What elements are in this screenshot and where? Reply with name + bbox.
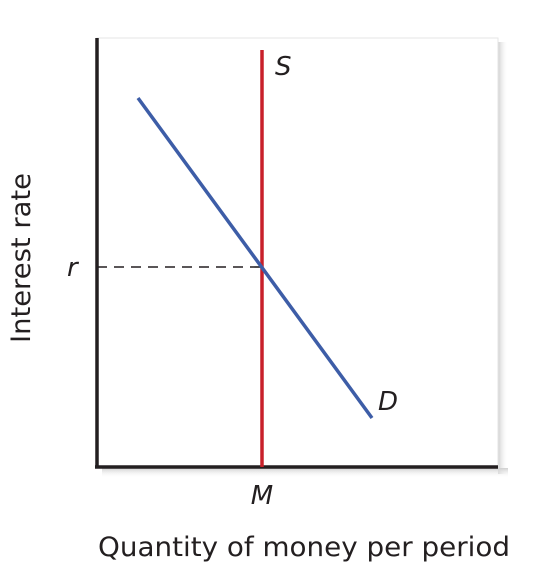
y-axis-title: Interest rate [6, 173, 37, 343]
demand-label: D [378, 387, 398, 417]
plot-frame [96, 37, 508, 478]
plot-area [96, 37, 499, 469]
x-axis-title: Quantity of money per period [98, 532, 510, 563]
supply-label: S [275, 52, 292, 82]
equilibrium-quantity-label: M [251, 481, 273, 511]
demand-curve [136, 96, 374, 420]
equilibrium-rate-label: r [67, 253, 80, 283]
